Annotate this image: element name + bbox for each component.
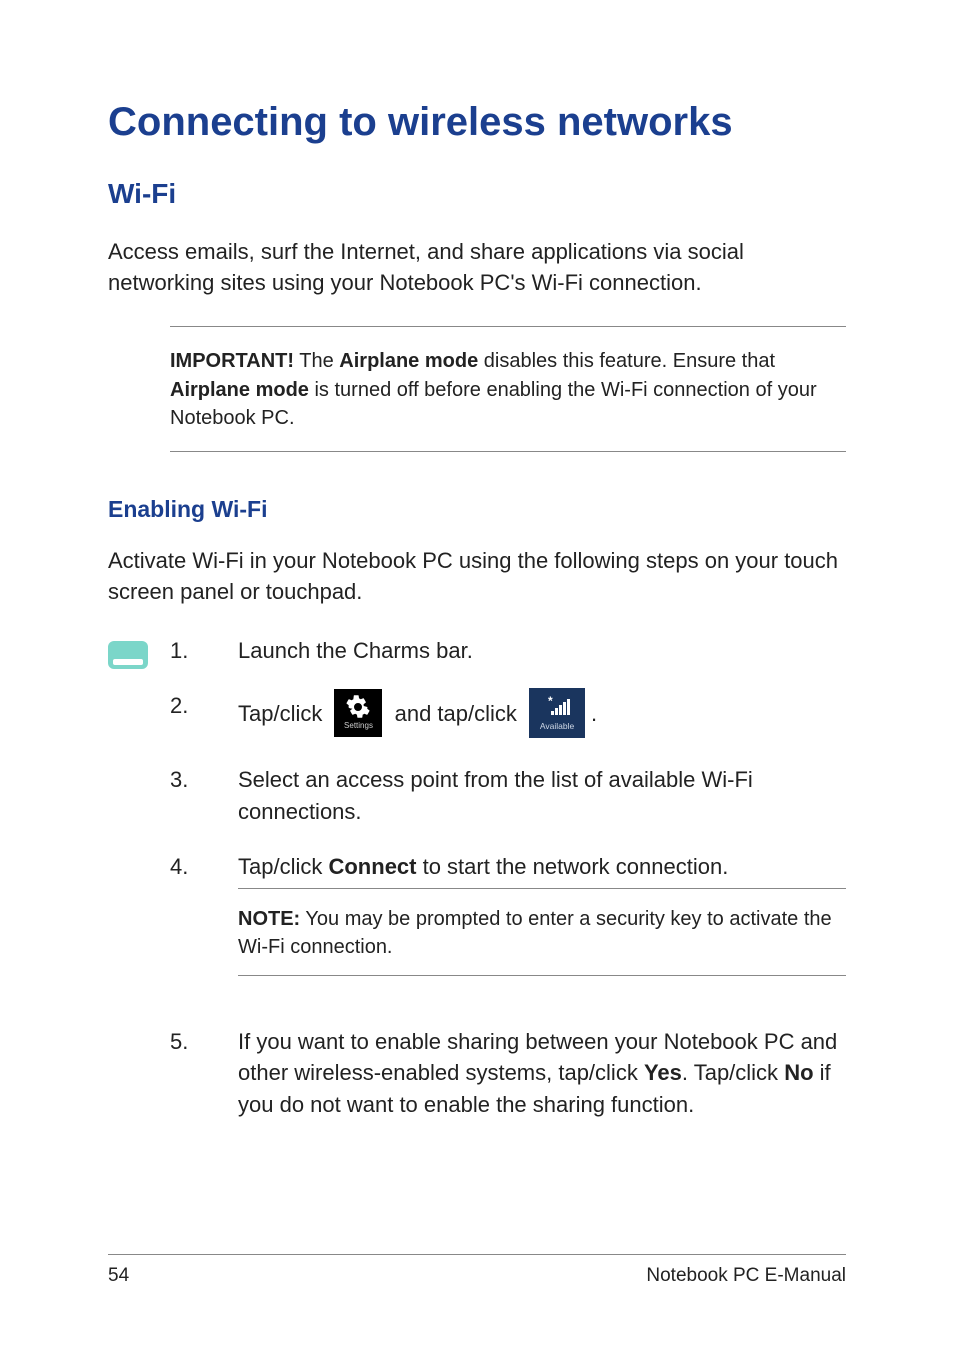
step-2: 2. Tap/click Settings and tap/click *: [170, 690, 846, 740]
available-icon-caption: Available: [540, 720, 574, 732]
svg-text:*: *: [548, 695, 553, 708]
step5-bold1: Yes: [644, 1060, 682, 1085]
steps-container: 1. Launch the Charms bar. 2. Tap/click S…: [108, 635, 846, 1144]
step-4: 4. Tap/click Connect to start the networ…: [170, 851, 846, 1002]
step-number: 3.: [170, 764, 238, 826]
step-text: Tap/click Settings and tap/click *: [238, 690, 846, 740]
section-heading-wifi: Wi-Fi: [108, 178, 846, 210]
steps-list: 1. Launch the Charms bar. 2. Tap/click S…: [170, 635, 846, 1144]
step5-bold2: No: [784, 1060, 813, 1085]
step-5: 5. If you want to enable sharing between…: [170, 1026, 846, 1120]
settings-icon: Settings: [334, 689, 382, 737]
wifi-intro-text: Access emails, surf the Internet, and sh…: [108, 236, 846, 298]
important-callout: IMPORTANT! The Airplane mode disables th…: [170, 326, 846, 451]
step-number: 1.: [170, 635, 238, 666]
important-bold1: Airplane mode: [339, 350, 478, 372]
touchpad-icon: [108, 641, 148, 669]
step-number: 5.: [170, 1026, 238, 1120]
step-number: 4.: [170, 851, 238, 1002]
important-seg2: disables this feature. Ensure that: [478, 350, 775, 372]
step-number: 2.: [170, 690, 238, 740]
step2-seg2: and tap/click: [395, 701, 523, 726]
important-bold2: Airplane mode: [170, 379, 309, 401]
step4-seg1: Tap/click: [238, 854, 328, 879]
note-text: You may be prompted to enter a security …: [238, 908, 832, 958]
doc-title: Notebook PC E-Manual: [646, 1265, 846, 1287]
step4-seg2: to start the network connection.: [416, 854, 728, 879]
note-callout: NOTE: You may be prompted to enter a sec…: [238, 888, 846, 976]
step-text: Tap/click Connect to start the network c…: [238, 851, 846, 1002]
page-footer: 54 Notebook PC E-Manual: [108, 1254, 846, 1287]
signal-bars-icon: *: [542, 695, 572, 719]
subsection-heading-enabling-wifi: Enabling Wi-Fi: [108, 496, 846, 523]
step-1: 1. Launch the Charms bar.: [170, 635, 846, 666]
step-text: Select an access point from the list of …: [238, 764, 846, 826]
step-3: 3. Select an access point from the list …: [170, 764, 846, 826]
important-label: IMPORTANT!: [170, 350, 294, 372]
enable-intro-text: Activate Wi-Fi in your Notebook PC using…: [108, 545, 846, 607]
step-text: If you want to enable sharing between yo…: [238, 1026, 846, 1120]
gear-icon: [346, 695, 370, 719]
note-label: NOTE:: [238, 908, 300, 930]
step2-seg1: Tap/click: [238, 701, 328, 726]
manual-page: Connecting to wireless networks Wi-Fi Ac…: [0, 0, 954, 1345]
step4-bold1: Connect: [328, 854, 416, 879]
page-number: 54: [108, 1265, 129, 1287]
page-title: Connecting to wireless networks: [108, 100, 846, 144]
wifi-available-icon: * Available: [529, 688, 585, 738]
important-seg1: The: [294, 350, 339, 372]
step5-seg2: . Tap/click: [682, 1060, 784, 1085]
step-text: Launch the Charms bar.: [238, 635, 846, 666]
step2-seg3: .: [591, 701, 597, 726]
settings-icon-caption: Settings: [344, 720, 373, 731]
